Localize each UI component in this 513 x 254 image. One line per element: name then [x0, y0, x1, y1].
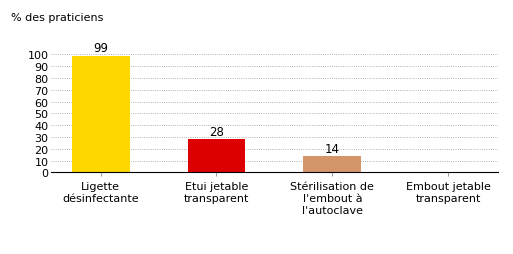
Text: % des praticiens: % des praticiens: [11, 13, 104, 23]
Bar: [188, 140, 246, 173]
Text: 28: 28: [209, 126, 224, 139]
Bar: [72, 56, 130, 173]
Text: 99: 99: [93, 42, 108, 55]
Bar: [303, 156, 361, 173]
Text: 14: 14: [325, 142, 340, 155]
